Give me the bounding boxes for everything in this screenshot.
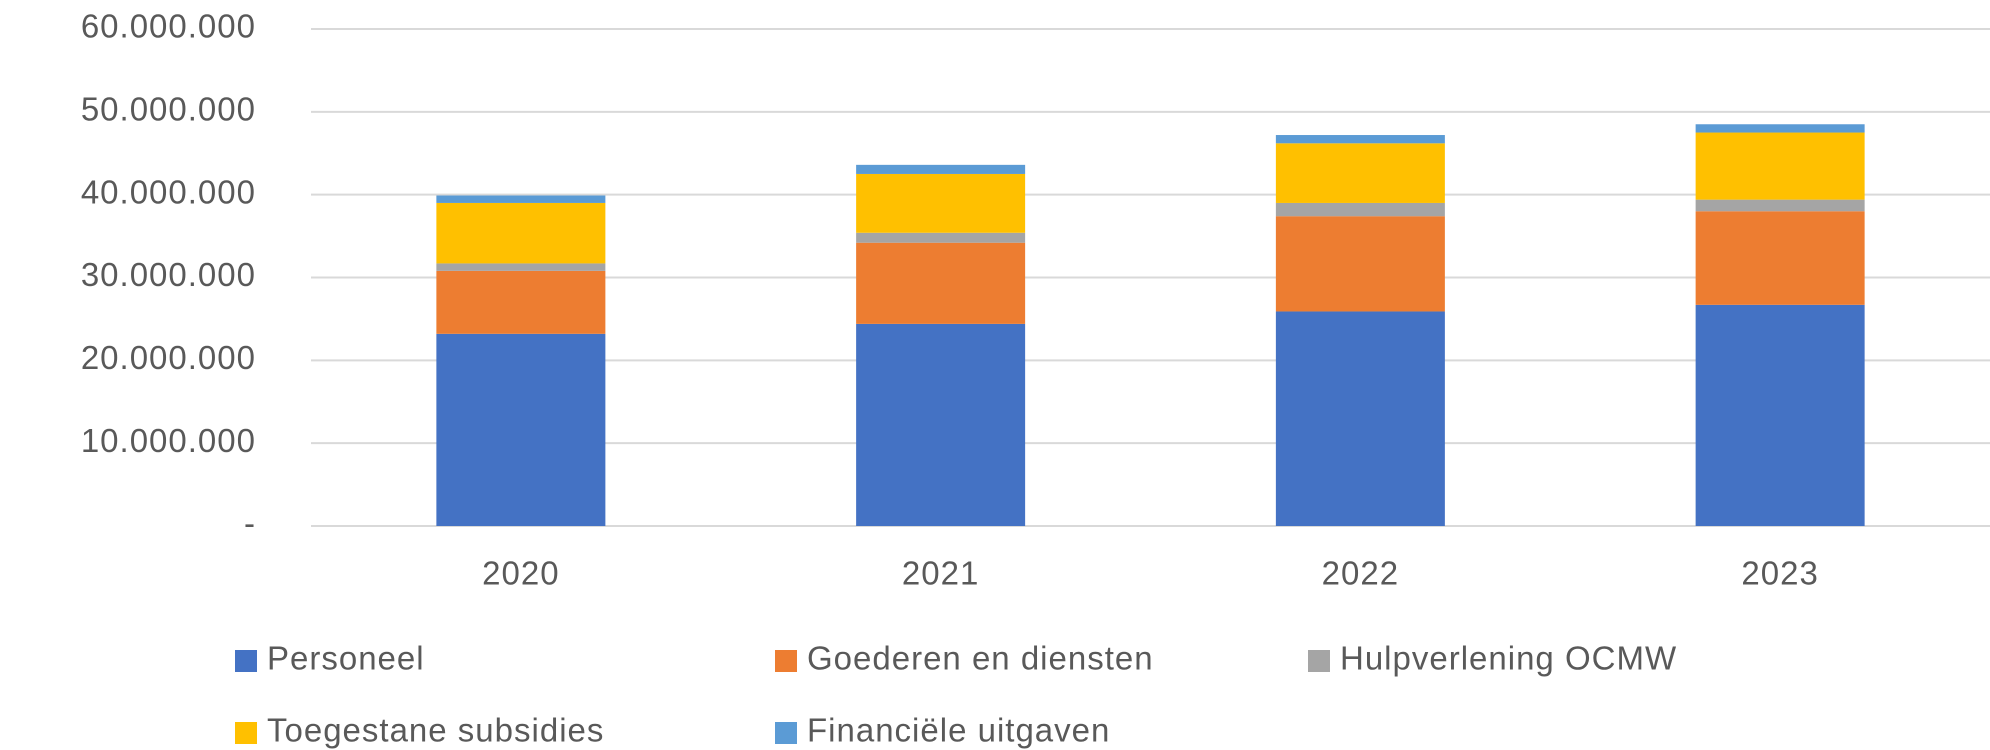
bar-segment — [436, 263, 606, 271]
x-tick-label: 2020 — [482, 555, 559, 592]
legend-label: Hulpverlening OCMW — [1340, 640, 1677, 677]
y-tick-label: 60.000.000 — [81, 8, 256, 45]
y-tick-label: 40.000.000 — [81, 173, 256, 210]
bar-segment — [436, 195, 606, 203]
y-tick-label: 20.000.000 — [81, 339, 256, 376]
legend-label: Financiële uitgaven — [807, 712, 1110, 749]
x-tick-label: 2023 — [1741, 555, 1818, 592]
bar-segment — [1275, 135, 1445, 144]
y-tick-label: 30.000.000 — [81, 256, 256, 293]
legend-swatch — [235, 722, 257, 744]
y-tick-label: 50.000.000 — [81, 91, 256, 128]
bar-segment — [436, 270, 606, 334]
legend-swatch — [1308, 650, 1330, 672]
legend-label: Toegestane subsidies — [267, 712, 604, 749]
y-tick-label: 10.000.000 — [81, 422, 256, 459]
x-tick-label: 2022 — [1322, 555, 1399, 592]
legend-label: Personeel — [267, 640, 425, 677]
legend-swatch — [775, 650, 797, 672]
legend-label: Goederen en diensten — [807, 640, 1154, 677]
bar-segment — [1695, 211, 1865, 305]
bar-segment — [856, 173, 1026, 233]
bar-segment — [1695, 124, 1865, 133]
bar-segment — [436, 202, 606, 264]
bar-segment — [1275, 311, 1445, 526]
bar-segment — [856, 232, 1026, 243]
bar-segment — [1695, 199, 1865, 212]
bar-segment — [1695, 304, 1865, 526]
bar-segment — [1275, 202, 1445, 217]
bar-segment — [856, 323, 1026, 526]
y-tick-label: - — [244, 505, 256, 542]
bar-segment — [1275, 216, 1445, 312]
legend-swatch — [775, 722, 797, 744]
bar-segment — [856, 242, 1026, 324]
bar-segment — [436, 333, 606, 526]
x-tick-label: 2021 — [902, 555, 979, 592]
bar-segment — [1695, 132, 1865, 200]
bar-segment — [856, 164, 1026, 174]
bar-segment — [1275, 143, 1445, 203]
legend-swatch — [235, 650, 257, 672]
